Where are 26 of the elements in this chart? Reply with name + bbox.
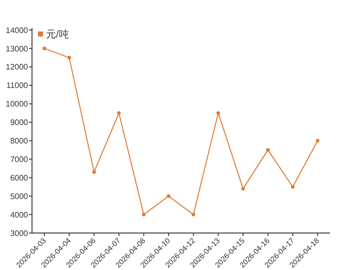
- legend: 元/吨: [38, 30, 69, 40]
- point: [266, 148, 270, 152]
- y-tick-label: 12000: [6, 62, 29, 72]
- point: [92, 170, 96, 174]
- point: [67, 56, 72, 60]
- point: [142, 212, 146, 216]
- y-tick-label: 7000: [10, 154, 29, 164]
- point: [241, 186, 245, 191]
- legend-label: 元/吨: [46, 28, 69, 40]
- point: [42, 46, 46, 50]
- y-tick-label: 10000: [6, 100, 29, 109]
- y-tick-label: 13000: [6, 44, 29, 54]
- y-tick-label: 14000: [6, 26, 29, 35]
- y-tick-label: 4000: [10, 210, 29, 220]
- point: [290, 185, 295, 189]
- y-tick-label: 8000: [10, 136, 29, 146]
- y-tick-label: 3000: [10, 228, 29, 238]
- y-tick-label: 9000: [10, 118, 29, 128]
- y-tick-label: 6000: [10, 173, 29, 182]
- point: [166, 194, 170, 198]
- point: [117, 111, 121, 115]
- point: [192, 212, 196, 216]
- point: [216, 111, 220, 115]
- y-tick-label: 11000: [6, 81, 29, 90]
- point: [316, 138, 320, 143]
- y-tick-label: 5000: [10, 192, 29, 201]
